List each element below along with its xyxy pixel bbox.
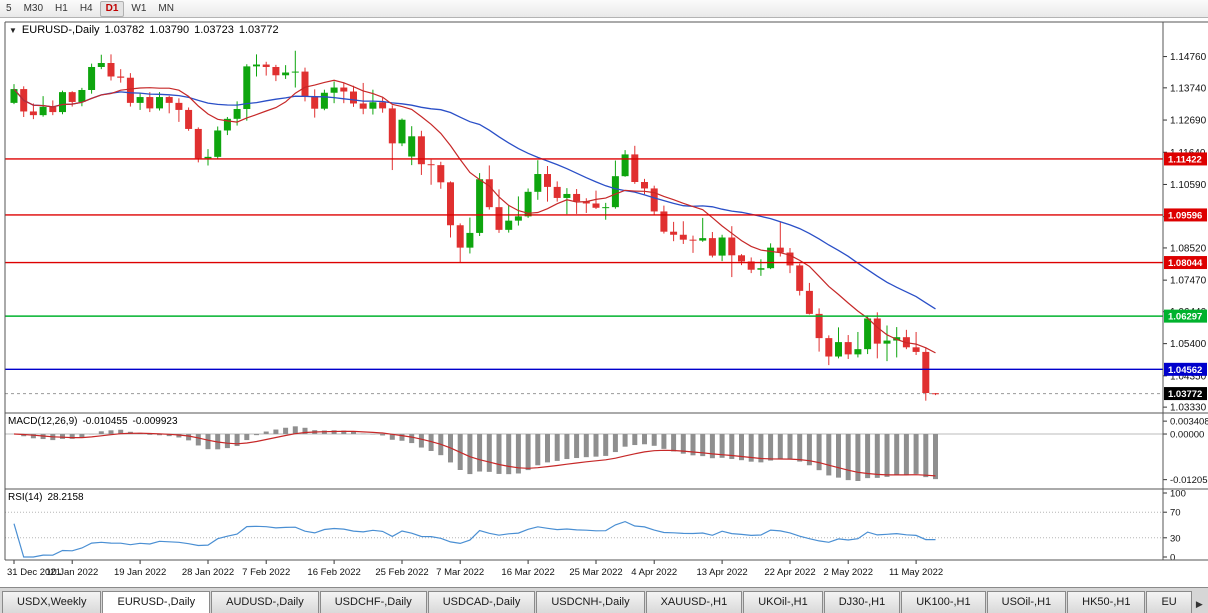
chart-symbol-period: EURUSD-,Daily	[21, 24, 100, 36]
rsi-value: 28.2158	[47, 492, 84, 503]
macd-indicator-label: MACD(12,26,9) -0.010455 -0.009923	[8, 416, 178, 427]
timeframe-button-mn[interactable]: MN	[158, 2, 174, 14]
svg-text:1.11422: 1.11422	[1168, 154, 1202, 165]
chart-tab-usdchf-daily[interactable]: USDCHF-,Daily	[319, 591, 427, 613]
chart-tab-uk100-h1[interactable]: UK100-,H1	[901, 591, 986, 613]
timeframe-button-w1[interactable]: W1	[131, 2, 147, 14]
svg-text:1.06297: 1.06297	[1168, 312, 1202, 323]
chart-low-value: 1.03723	[194, 24, 234, 36]
chart-title: ▼ EURUSD-,Daily 1.03782 1.03790 1.03723 …	[9, 24, 279, 36]
svg-text:0.00000: 0.00000	[1170, 430, 1204, 441]
chart-tabs-bar: USDX,Weekly EURUSD-,Daily AUDUSD-,Daily USD…	[0, 587, 1208, 613]
svg-text:1.05400: 1.05400	[1170, 339, 1207, 350]
chart-tab-audusd-daily[interactable]: AUDUSD-,Daily	[211, 591, 319, 613]
svg-text:1.04350: 1.04350	[1170, 371, 1207, 382]
timeframe-button-d1[interactable]: D1	[99, 0, 125, 17]
chart-dropdown-icon[interactable]: ▼	[9, 25, 17, 35]
svg-text:13 Apr 2022: 13 Apr 2022	[696, 567, 747, 578]
chart-high-value: 1.03790	[149, 24, 190, 36]
chart-tab-eurusd-daily[interactable]: EURUSD-,Daily	[102, 591, 211, 613]
svg-text:1.08520: 1.08520	[1170, 243, 1207, 254]
svg-text:7 Mar 2022: 7 Mar 2022	[436, 567, 484, 578]
timeframe-toolbar: 5 M30 H1 H4 D1 W1 MN	[0, 0, 1208, 18]
chart-area[interactable]: 1.147601.137401.126901.116401.105901.095…	[0, 18, 1208, 587]
rsi-indicator-label: RSI(14) 28.2158	[8, 492, 84, 503]
rsi-line	[13, 520, 936, 558]
svg-text:1.12690: 1.12690	[1170, 116, 1207, 127]
svg-text:28 Jan 2022: 28 Jan 2022	[182, 567, 234, 578]
svg-text:16 Feb 2022: 16 Feb 2022	[307, 567, 360, 578]
timeframe-button-h1[interactable]: H1	[55, 2, 68, 14]
macd-signal-line	[13, 430, 936, 477]
svg-text:70: 70	[1170, 508, 1181, 519]
chart-tab-ukoil-h1[interactable]: UKOil-,H1	[743, 591, 823, 613]
svg-text:0: 0	[1170, 553, 1175, 564]
svg-text:7 Feb 2022: 7 Feb 2022	[242, 567, 290, 578]
svg-text:25 Mar 2022: 25 Mar 2022	[569, 567, 622, 578]
timeframe-button-m30[interactable]: M30	[23, 2, 44, 14]
macd-panel	[5, 426, 1163, 482]
svg-text:10 Jan 2022: 10 Jan 2022	[46, 567, 98, 578]
svg-text:1.10590: 1.10590	[1170, 180, 1207, 191]
svg-text:25 Feb 2022: 25 Feb 2022	[375, 567, 428, 578]
svg-text:1.13740: 1.13740	[1170, 83, 1207, 94]
macd-name: MACD(12,26,9)	[8, 416, 78, 427]
chart-tab-usdcad-daily[interactable]: USDCAD-,Daily	[427, 591, 536, 613]
macd-main-value: -0.010455	[82, 416, 128, 427]
svg-text:2 May 2022: 2 May 2022	[823, 567, 873, 578]
timeframe-button-h4[interactable]: H4	[79, 2, 93, 14]
svg-text:1.14760: 1.14760	[1170, 52, 1207, 63]
svg-text:31 Dec 2021: 31 Dec 2021	[7, 567, 61, 578]
svg-text:-0.012058: -0.012058	[1170, 475, 1208, 486]
tabs-scroll-right-icon[interactable]: ▶	[1195, 599, 1203, 609]
chart-tab-usoil-h1[interactable]: USOil-,H1	[986, 591, 1067, 613]
svg-text:1.04562: 1.04562	[1168, 365, 1202, 376]
svg-text:11 May 2022: 11 May 2022	[889, 567, 943, 578]
chart-close-value: 1.03772	[238, 24, 279, 36]
chart-tab-dj30-h1[interactable]: DJ30-,H1	[823, 591, 901, 613]
svg-text:16 Mar 2022: 16 Mar 2022	[501, 567, 554, 578]
ma-slow-line	[13, 88, 936, 310]
svg-text:30: 30	[1170, 533, 1181, 544]
svg-text:4 Apr 2022: 4 Apr 2022	[631, 567, 677, 578]
chart-tab-usdcnh-daily[interactable]: USDCNH-,Daily	[536, 591, 645, 613]
chart-tab-hk50-h1[interactable]: HK50-,H1	[1067, 591, 1146, 613]
panel-borders	[4, 21, 1208, 561]
chart-tab-eu[interactable]: EU	[1146, 591, 1192, 613]
timeframe-button-5[interactable]: 5	[6, 2, 12, 14]
svg-text:1.03330: 1.03330	[1170, 403, 1207, 414]
rsi-panel	[5, 511, 1163, 558]
svg-text:1.08044: 1.08044	[1168, 258, 1203, 269]
chart-tab-xauusd-h1[interactable]: XAUUSD-,H1	[645, 591, 743, 613]
price-chart[interactable]: 1.147601.137401.126901.116401.105901.095…	[0, 18, 1208, 587]
price-axis[interactable]: 1.147601.137401.126901.116401.105901.095…	[1163, 52, 1208, 564]
candles	[10, 50, 939, 401]
chart-tab-usdx-weekly[interactable]: USDX,Weekly	[2, 591, 102, 613]
ma-fast-line	[13, 79, 936, 354]
main-price-panel	[5, 50, 1163, 401]
svg-text:1.09596: 1.09596	[1168, 210, 1202, 221]
svg-text:0.003408: 0.003408	[1170, 417, 1208, 428]
macd-signal-value: -0.009923	[132, 416, 178, 427]
svg-text:100: 100	[1170, 489, 1186, 500]
svg-text:1.03772: 1.03772	[1168, 389, 1202, 400]
svg-text:22 Apr 2022: 22 Apr 2022	[764, 567, 815, 578]
svg-text:1.07470: 1.07470	[1170, 276, 1207, 287]
rsi-name: RSI(14)	[8, 492, 43, 503]
svg-text:19 Jan 2022: 19 Jan 2022	[114, 567, 166, 578]
chart-open-value: 1.03782	[104, 24, 145, 36]
